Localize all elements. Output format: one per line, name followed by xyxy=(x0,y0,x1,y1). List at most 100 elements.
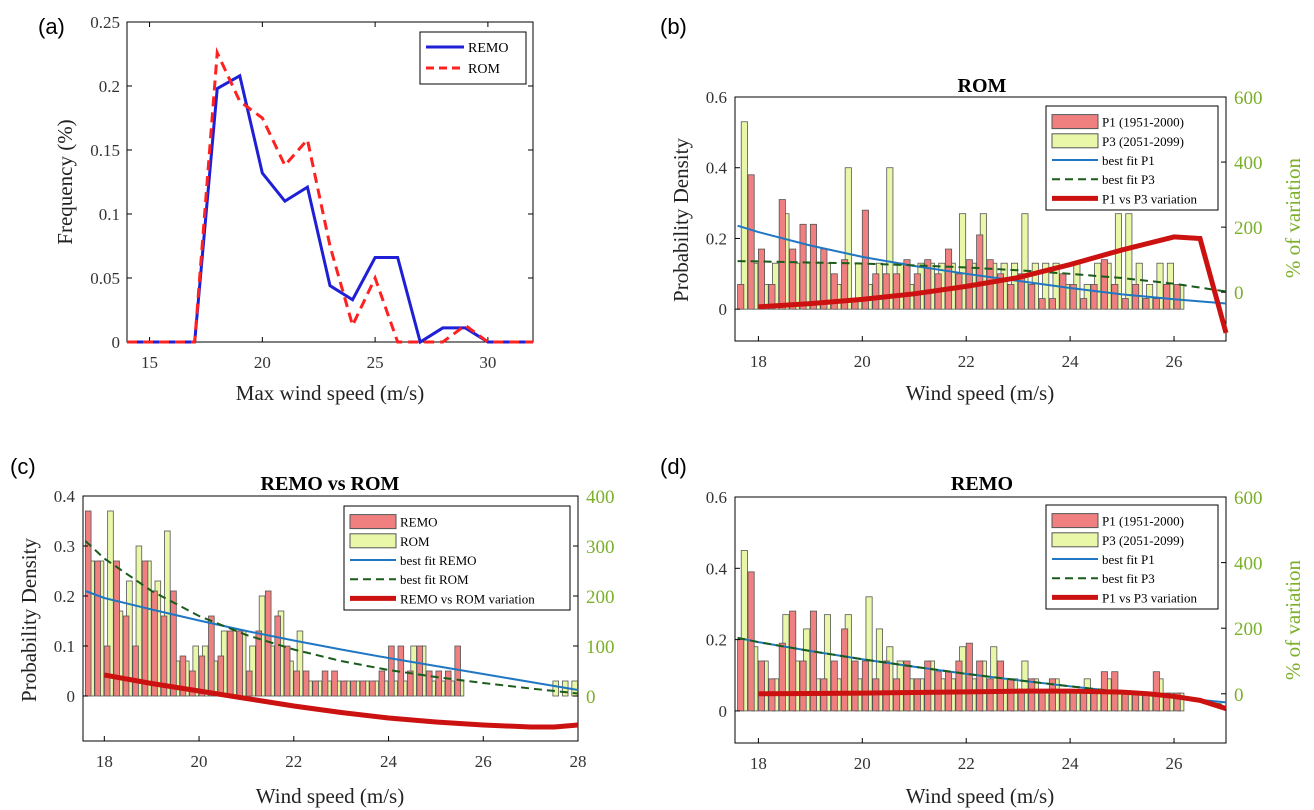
bar-remo xyxy=(283,645,291,697)
bar-p3 xyxy=(823,614,832,712)
bar-p1 xyxy=(1132,692,1140,712)
bar-remo xyxy=(103,645,111,697)
y-tick-label: 0 xyxy=(719,300,728,319)
bar-remo xyxy=(274,615,281,697)
y-tick-label: 0 xyxy=(719,702,728,721)
x-tick-label: 25 xyxy=(367,353,384,372)
bar-p1 xyxy=(1142,298,1150,310)
bar-p1 xyxy=(841,259,849,310)
bar-remo xyxy=(331,670,338,697)
bar-p3 xyxy=(1021,660,1029,712)
x-tick-label: 26 xyxy=(1166,352,1183,371)
legend-label: best fit P3 xyxy=(1102,172,1155,187)
panel-a-legend-box xyxy=(419,31,527,85)
panel-c-ylabel: Probability Density xyxy=(17,538,41,702)
y-tick-label: 0.25 xyxy=(90,13,120,32)
y-tick-label: 0.1 xyxy=(99,205,120,224)
legend-label: best fit P1 xyxy=(1102,552,1155,567)
bar-p3 xyxy=(875,628,883,712)
bar-p1 xyxy=(1163,284,1171,310)
legend-swatch xyxy=(1051,114,1099,130)
bar-remo xyxy=(407,670,414,697)
legend-label: best fit P1 xyxy=(1102,153,1155,168)
x-tick-label: 15 xyxy=(141,353,158,372)
panel-b-title: ROM xyxy=(958,75,1007,97)
y-tick-label: 0.15 xyxy=(90,141,120,160)
y-tick-label: 0.2 xyxy=(54,587,75,606)
y2-tick-label: 200 xyxy=(1234,619,1263,640)
bar-p1 xyxy=(893,273,901,310)
bar-p1 xyxy=(872,273,880,310)
bar-p1 xyxy=(768,284,776,310)
series-line-best-fit-p3 xyxy=(737,260,1227,293)
panel-a-series xyxy=(127,46,533,345)
panel-c-title: REMO vs ROM xyxy=(261,473,400,495)
bar-p1 xyxy=(1163,692,1171,712)
bar-p1 xyxy=(1017,692,1025,712)
series-line-best-fit-rom xyxy=(84,540,579,695)
bar-p1 xyxy=(1038,298,1046,310)
bar-p1 xyxy=(1038,692,1046,712)
panel-d: (d) REMO 18 20 22 24 2600.20.40.60200400600 … xyxy=(660,454,1305,808)
bar-remo xyxy=(84,510,92,697)
y2-tick-label: 200 xyxy=(1234,218,1263,239)
bar-p1 xyxy=(757,660,766,712)
bar-rom xyxy=(107,510,114,697)
panel-b-ticks: 18 20 22 24 26 0 0.2 0.4 0.6 0 200 400 600 xyxy=(706,88,1263,371)
legend-rom-label: ROM xyxy=(468,62,500,77)
y-tick-label: 0.3 xyxy=(54,537,75,556)
bar-p1 xyxy=(1048,298,1056,310)
bar-remo xyxy=(141,560,149,697)
panel-c-label: (c) xyxy=(10,454,36,479)
panel-d-xlabel: Wind speed (m/s) xyxy=(906,784,1054,808)
panel-b: (b) ROM 18 20 22 24 26 0 0.2 0.4 0.6 0 200 400 600 W… xyxy=(660,14,1305,405)
y-tick-label: 0.05 xyxy=(90,269,120,288)
bar-p1 xyxy=(965,642,973,712)
y2-tick-label: 400 xyxy=(1234,554,1263,575)
x-tick-label: 26 xyxy=(1166,754,1183,773)
bar-p1 xyxy=(809,223,817,310)
bar-p1 xyxy=(1069,692,1077,712)
bar-p1 xyxy=(1121,298,1129,310)
legend-label: ROM xyxy=(400,534,430,549)
bar-p1 xyxy=(799,223,807,310)
panel-d-legend: P1 (1951-2000) P3 (2051-2099) best fit P1 b… xyxy=(1045,504,1219,610)
legend-swatch xyxy=(1051,532,1099,548)
bar-p1 xyxy=(861,209,869,310)
bar-remo xyxy=(160,615,168,697)
y-tick-label: 0.2 xyxy=(706,631,727,650)
x-tick-label: 18 xyxy=(96,752,113,771)
panel-b-y2label: % of variation xyxy=(1281,157,1305,278)
legend-label: REMO vs ROM variation xyxy=(400,591,535,606)
bar-p3 xyxy=(1125,213,1133,310)
bar-p1 xyxy=(1090,284,1098,310)
y-tick-label: 0.4 xyxy=(706,559,728,578)
bar-p1 xyxy=(996,660,1005,712)
bar-remo xyxy=(359,680,367,697)
bar-p1 xyxy=(1017,273,1025,310)
panel-b-ylabel: Probability Density xyxy=(669,138,693,302)
bar-p1 xyxy=(1007,284,1015,310)
panel-b-xlabel: Wind speed (m/s) xyxy=(906,381,1054,405)
bar-p3 xyxy=(959,213,967,310)
legend-swatch xyxy=(349,514,397,530)
panel-c: (c) REMO vs ROM 18 20 22 24 26 28 0 0.1 0.2 0.3 0.… xyxy=(10,454,615,808)
x-tick-label: 20 xyxy=(191,752,208,771)
y-tick-label: 0 xyxy=(67,687,76,706)
bar-remo xyxy=(113,560,120,697)
bar-remo xyxy=(198,655,206,697)
bar-p1 xyxy=(903,660,911,712)
series-line-best-fit-p1 xyxy=(737,224,1227,305)
bar-p1 xyxy=(976,234,984,310)
bar-p1 xyxy=(924,259,932,310)
x-tick-label: 24 xyxy=(1062,352,1080,371)
y2-tick-label: 0 xyxy=(1234,685,1244,706)
bar-p1 xyxy=(809,610,817,712)
bar-remo xyxy=(132,645,139,697)
panel-b-legend: P1 (1951-2000) P3 (2051-2099) best fit P1 b… xyxy=(1045,105,1219,211)
panel-a-xlabel: Max wind speed (m/s) xyxy=(236,381,424,405)
y-tick-label: 0 xyxy=(112,333,121,352)
panel-a-legend: REMO ROM xyxy=(419,31,527,85)
panel-d-ticks: 18 20 22 24 26 0 0.2 0.4 0.6 0 200 400 600 xyxy=(706,488,1263,773)
bar-remo xyxy=(189,670,196,697)
